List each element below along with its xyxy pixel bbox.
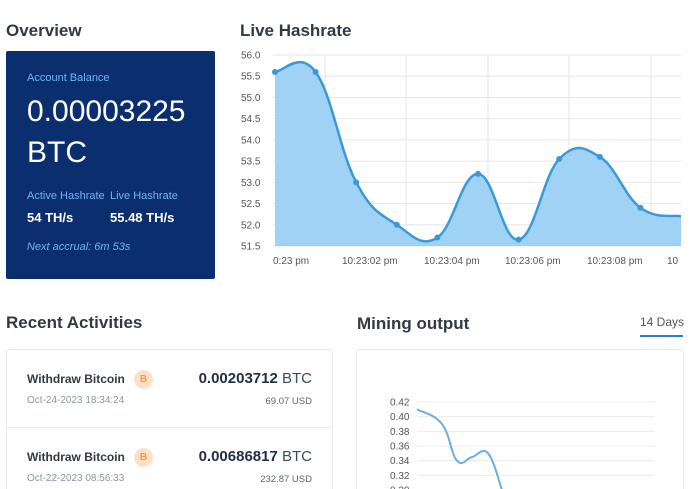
y-tick-label: 0.34 bbox=[390, 456, 410, 467]
active-hashrate-value: 54 TH/s bbox=[27, 210, 74, 225]
x-tick-label: 10:23:02 pm bbox=[342, 256, 398, 267]
activity-date: Oct-24-2023 18:34:24 bbox=[27, 395, 125, 406]
activity-title: Withdraw Bitcoin bbox=[27, 450, 125, 464]
amount-unit: BTC bbox=[282, 448, 312, 465]
activity-amount: 0.00203712 BTC bbox=[199, 370, 312, 387]
bitcoin-icon: B bbox=[134, 370, 153, 389]
live-hashrate-label: Live Hashrate bbox=[110, 190, 178, 202]
activity-usd: 69.07 USD bbox=[265, 396, 312, 407]
balance-value: 0.00003225 bbox=[27, 95, 186, 128]
y-tick-label: 0.36 bbox=[390, 442, 410, 453]
mining-output-chart: 0.42 0.40 0.38 0.36 0.34 0.32 0.30 bbox=[390, 398, 655, 489]
y-tick-label: 56.0 bbox=[241, 51, 261, 62]
hashrate-point bbox=[353, 179, 360, 186]
active-hashrate-label: Active Hashrate bbox=[27, 190, 105, 202]
y-tick-label: 53.5 bbox=[241, 157, 261, 168]
x-tick-label: 10:23:04 pm bbox=[424, 256, 480, 267]
y-tick-label: 55.5 bbox=[241, 72, 261, 83]
overview-title: Overview bbox=[6, 21, 82, 40]
hashrate-point bbox=[434, 234, 441, 241]
recent-activities-title: Recent Activities bbox=[6, 313, 143, 332]
x-tick-label: 10:23:06 pm bbox=[505, 256, 561, 267]
live-hashrate-value: 55.48 TH/s bbox=[110, 210, 175, 225]
activity-usd: 232.87 USD bbox=[260, 474, 312, 485]
hashrate-point bbox=[272, 68, 278, 75]
live-hashrate-title: Live Hashrate bbox=[240, 21, 352, 40]
y-tick-label: 54.5 bbox=[241, 114, 261, 125]
y-tick-label: 0.42 bbox=[390, 398, 410, 409]
hashrate-point bbox=[393, 221, 400, 228]
amount-value: 0.00203712 bbox=[198, 370, 278, 387]
hashrate-area bbox=[275, 62, 681, 246]
activity-date: Oct-22-2023 08:56:33 bbox=[27, 473, 125, 484]
hashrate-point bbox=[312, 68, 319, 75]
hashrate-point bbox=[556, 155, 563, 162]
mining-output-card bbox=[356, 349, 684, 489]
y-tick-label: 55.0 bbox=[241, 93, 261, 104]
account-balance-label: Account Balance bbox=[27, 72, 110, 84]
activity-title: Withdraw Bitcoin bbox=[27, 372, 125, 386]
mining-output-title: Mining output bbox=[357, 314, 470, 333]
x-tick-label: 10 bbox=[667, 256, 679, 267]
hashrate-point bbox=[475, 170, 481, 177]
live-hashrate-chart: 56.0 55.5 55.0 54.5 54.0 53.5 53.0 52.5 52.0 51.5… bbox=[241, 51, 682, 267]
hashrate-point bbox=[596, 153, 603, 160]
account-balance-card: Account Balance 0.00003225 BTC Active Ha… bbox=[6, 51, 215, 279]
activity-item[interactable]: Withdraw Bitcoin B Oct-22-2023 08:56:33 … bbox=[7, 428, 332, 489]
balance-unit: BTC bbox=[27, 136, 87, 169]
activity-list: Withdraw Bitcoin B Oct-24-2023 18:34:24 … bbox=[6, 349, 333, 489]
x-tick-label: 10:23:08 pm bbox=[587, 256, 643, 267]
y-tick-label: 0.30 bbox=[390, 486, 410, 489]
account-balance-amount: 0.00003225 BTC bbox=[27, 91, 212, 173]
y-tick-label: 51.5 bbox=[241, 242, 261, 253]
y-tick-label: 0.32 bbox=[390, 471, 410, 482]
y-tick-label: 52.5 bbox=[241, 199, 261, 210]
y-tick-label: 0.38 bbox=[390, 427, 410, 438]
x-tick-label: 0:23 pm bbox=[273, 256, 309, 267]
hashrate-point bbox=[515, 236, 522, 243]
next-accrual: Next accrual: 6m 53s bbox=[27, 241, 131, 253]
activity-amount: 0.00686817 BTC bbox=[199, 448, 312, 465]
bitcoin-icon: B bbox=[134, 448, 153, 467]
amount-value: 0.00686817 bbox=[198, 448, 278, 465]
y-tick-label: 0.40 bbox=[390, 412, 410, 423]
activity-item[interactable]: Withdraw Bitcoin B Oct-24-2023 18:34:24 … bbox=[7, 350, 332, 428]
y-tick-label: 54.0 bbox=[241, 135, 261, 146]
tab-active-indicator bbox=[640, 335, 683, 337]
y-tick-label: 52.0 bbox=[241, 220, 261, 231]
hashrate-point bbox=[637, 204, 644, 211]
tab-14-days[interactable]: 14 Days bbox=[640, 315, 685, 329]
mining-output-line bbox=[416, 408, 503, 489]
amount-unit: BTC bbox=[282, 370, 312, 387]
y-tick-label: 53.0 bbox=[241, 178, 261, 189]
